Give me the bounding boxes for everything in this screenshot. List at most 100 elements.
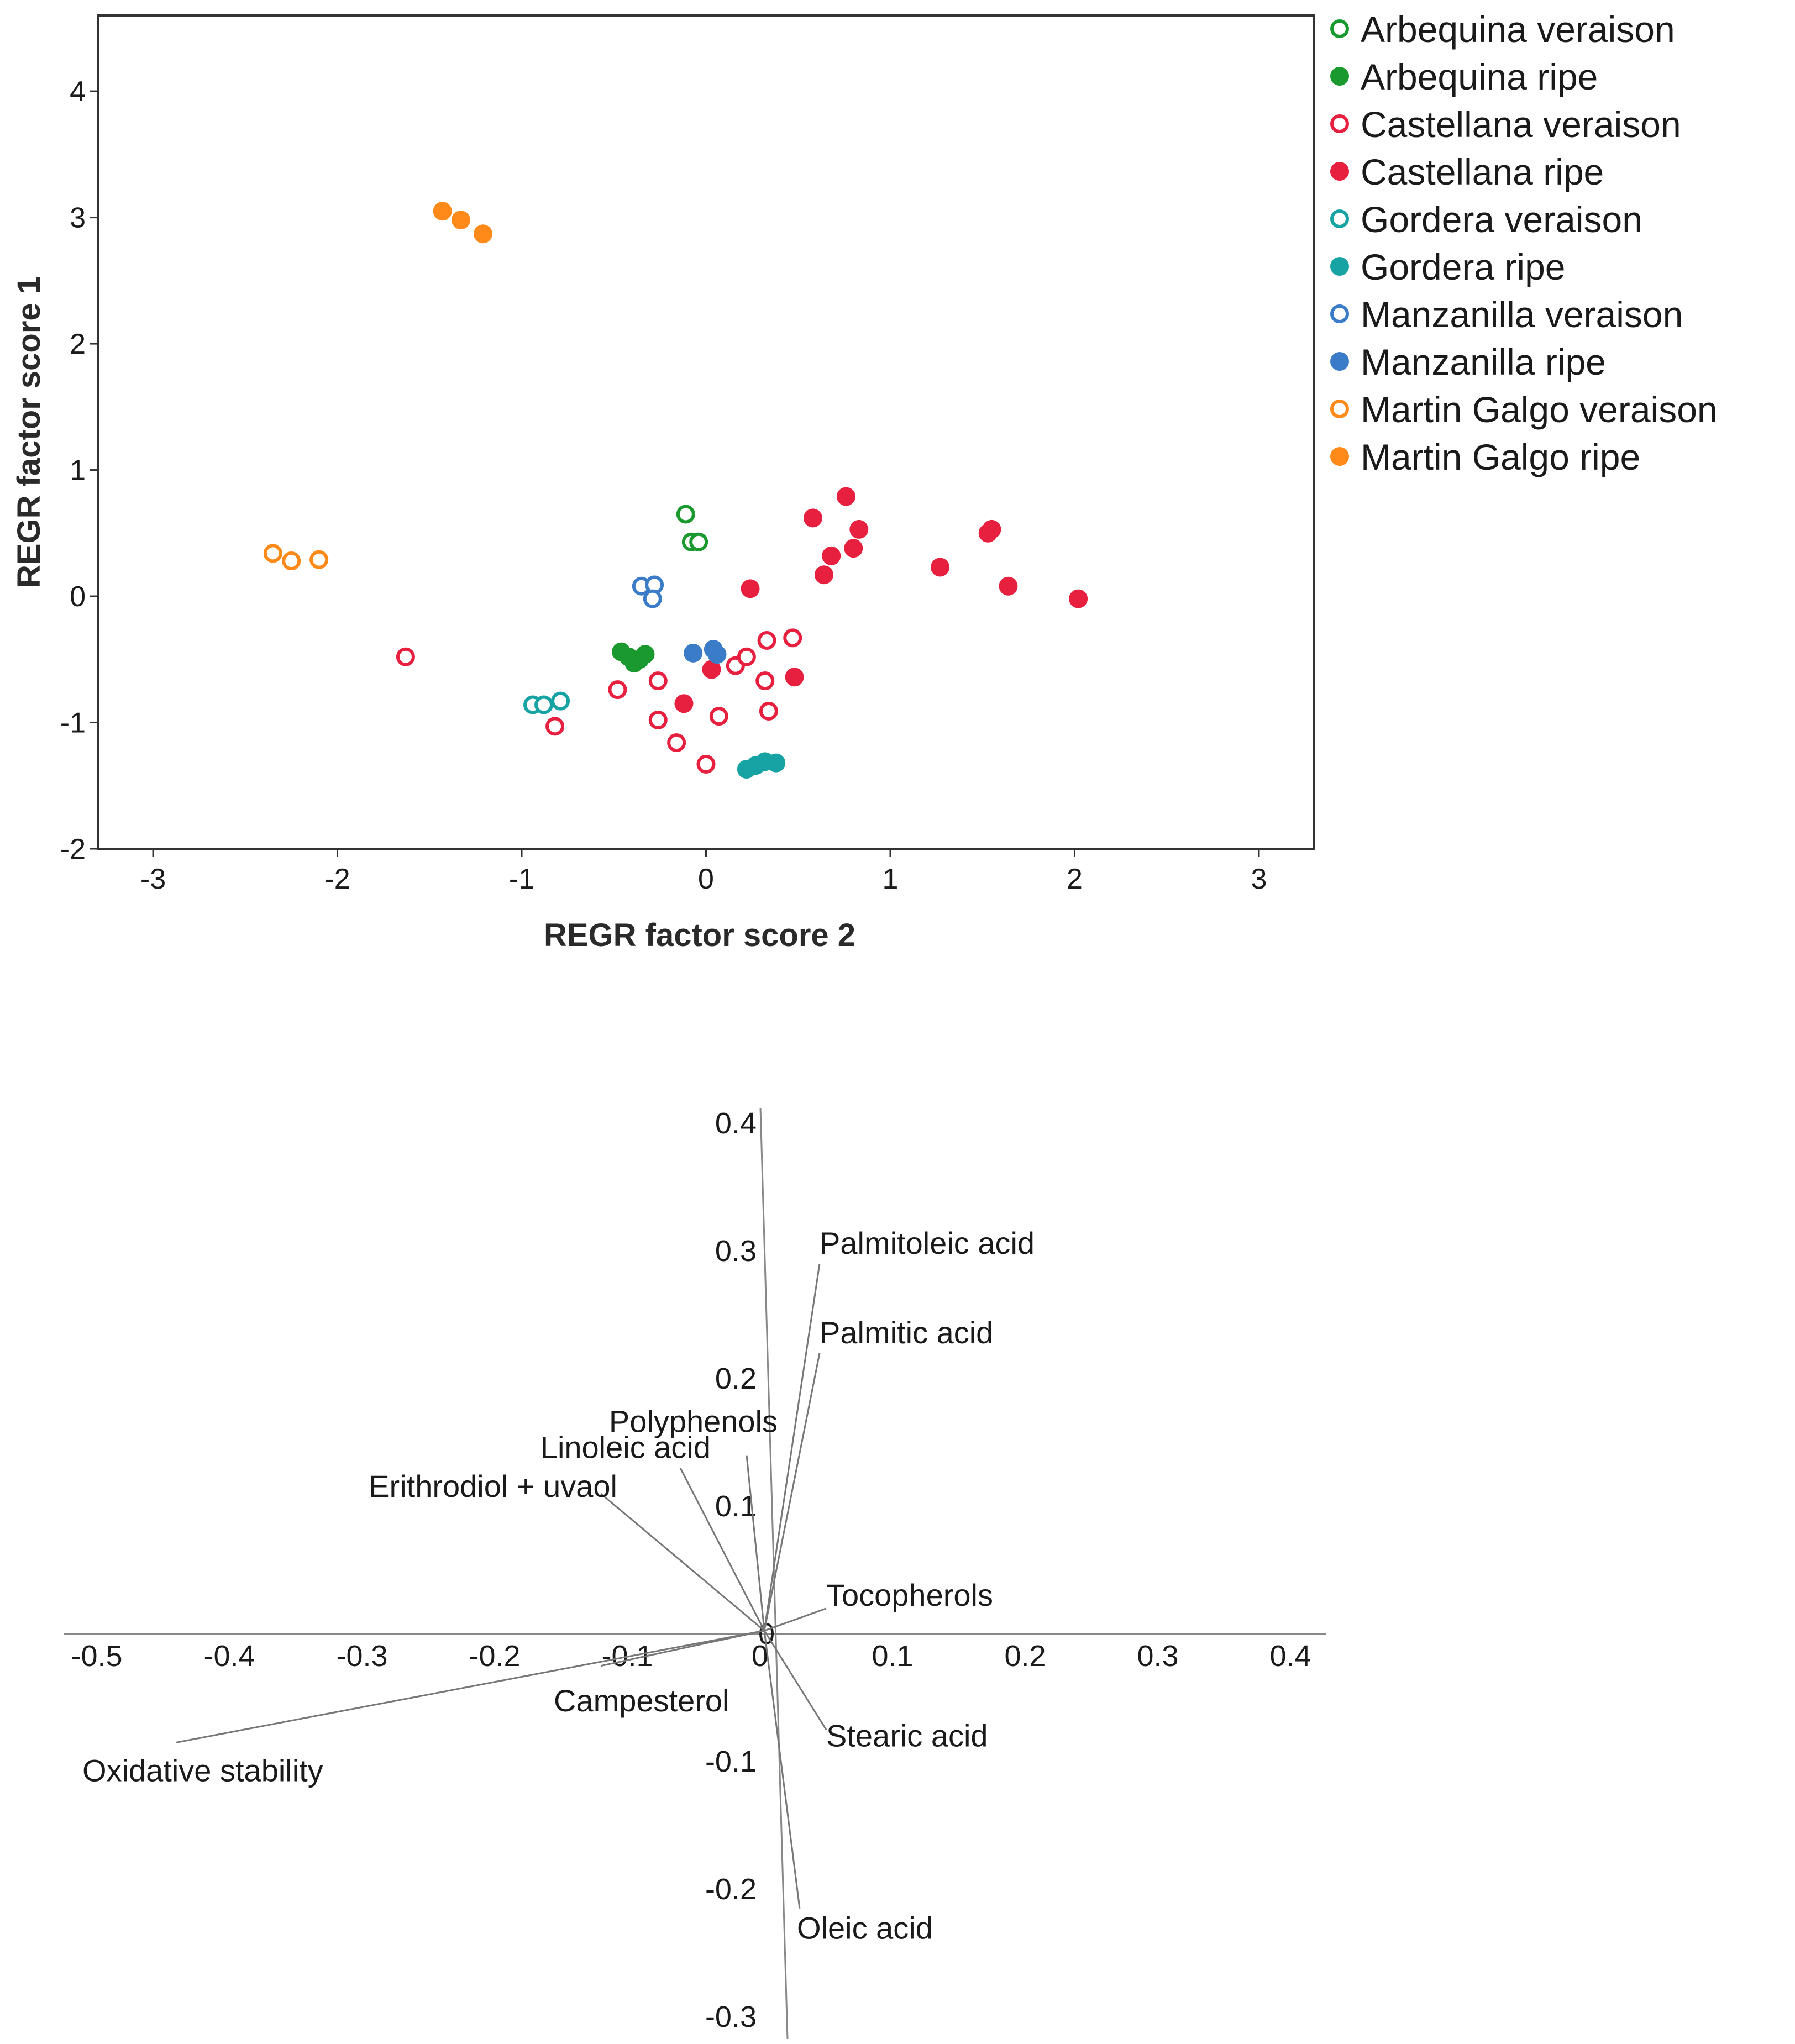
y-tick-label: 4	[70, 76, 86, 108]
point-castellana-veraison	[709, 707, 728, 726]
loading-axes	[64, 1107, 1326, 2040]
point-castellana-ripe	[931, 558, 950, 577]
legend-marker-arbequina-veraison	[1330, 19, 1349, 38]
loading-vector-linoleic-acid	[679, 1468, 765, 1631]
legend-marker-gordera-veraison	[1330, 209, 1349, 228]
point-castellana-veraison	[396, 647, 415, 666]
loading-x-tick-label: -0.5	[71, 1640, 122, 1673]
point-martin-galgo-veraison	[263, 544, 282, 563]
legend-label-castellana-ripe: Castellana ripe	[1361, 151, 1604, 192]
point-manzanilla-veraison	[643, 589, 662, 608]
loading-vector-palmitic-acid	[763, 1353, 821, 1631]
loading-x-tick-label: 0.2	[1004, 1640, 1046, 1673]
plot-frame	[97, 14, 1315, 850]
point-manzanilla-ripe	[707, 645, 727, 664]
loading-y-tick-label: 0.3	[715, 1234, 757, 1268]
y-tick-label: -2	[60, 833, 86, 865]
loading-x-tick-label: -0.2	[469, 1640, 520, 1673]
loading-vector-stearic-acid	[763, 1630, 827, 1731]
loading-label-polyphenols: Polyphenols	[609, 1404, 778, 1439]
loading-label-palmitic-acid: Palmitic acid	[820, 1315, 993, 1350]
y-tick-label: -1	[60, 707, 86, 739]
legend-label-arbequina-veraison: Arbequina veraison	[1361, 9, 1675, 50]
point-castellana-veraison	[696, 754, 716, 774]
legend-label-manzanilla-ripe: Manzanilla ripe	[1361, 341, 1606, 382]
point-manzanilla-ripe	[684, 643, 703, 663]
loading-y-tick-label: -0.3	[705, 2000, 757, 2034]
legend-marker-manzanilla-veraison	[1330, 304, 1349, 323]
loading-vector-erithrodiol-uvaol	[600, 1493, 765, 1632]
point-castellana-veraison	[648, 671, 668, 691]
loading-label-erithrodiol-uvaol: Erithrodiol + uvaol	[369, 1469, 617, 1504]
legend-label-arbequina-ripe: Arbequina ripe	[1361, 56, 1598, 97]
y-axis-ticks: -2 -1 0 1 2 3 4	[60, 76, 98, 865]
x-tick-label: -1	[509, 863, 534, 895]
loading-x-tick-label: -0.3	[336, 1640, 387, 1673]
point-martin-galgo-ripe	[451, 211, 470, 230]
point-martin-galgo-veraison	[309, 550, 329, 569]
point-gordera-veraison	[551, 691, 570, 711]
loading-label-tocopherols: Tocopherols	[826, 1578, 993, 1612]
loading-y-ticks: 0.4 0.3 0.2 0.1 -0.1 -0.2 -0.3	[705, 1107, 757, 2034]
legend-marker-castellana-veraison	[1330, 114, 1349, 133]
loading-vectors: Palmitoleic acid Palmitic acid Polyphenols…	[82, 1226, 1035, 1946]
point-castellana-veraison	[545, 717, 565, 736]
point-castellana-veraison	[755, 671, 775, 691]
legend-marker-manzanilla-ripe	[1330, 352, 1349, 371]
point-castellana-ripe	[814, 565, 833, 585]
score-plot: -3 -2 -1 0 1 2 3 -2 -1 0 1 2 3 4 REGR factor score 2…	[11, 9, 1718, 953]
y-axis-title: REGR factor score 1	[11, 276, 47, 588]
point-castellana-ripe	[1069, 589, 1088, 608]
point-gordera-veraison	[534, 695, 554, 714]
point-castellana-veraison	[783, 628, 802, 648]
point-martin-galgo-ripe	[473, 224, 492, 244]
point-castellana-ripe	[849, 519, 869, 539]
loading-y-tick-label: -0.1	[705, 1745, 757, 1778]
x-tick-label: 3	[1251, 863, 1267, 895]
x-tick-label: -2	[324, 863, 350, 895]
legend: Arbequina veraison Arbequina ripe Castella…	[1330, 9, 1718, 477]
loading-label-palmitoleic-acid: Palmitoleic acid	[820, 1226, 1035, 1260]
legend-marker-arbequina-ripe	[1330, 67, 1349, 86]
y-tick-label: 1	[70, 455, 86, 487]
point-castellana-ripe	[741, 579, 760, 598]
point-castellana-ripe	[822, 546, 841, 565]
x-tick-label: 1	[883, 863, 899, 895]
loading-y-tick-label: -0.2	[705, 1873, 757, 1906]
legend-marker-martin-galgo-veraison	[1330, 400, 1349, 418]
loading-y-axis	[759, 1107, 789, 2040]
y-tick-label: 2	[70, 328, 86, 360]
point-castellana-veraison	[757, 631, 776, 650]
loading-label-linoleic-acid: Linoleic acid	[540, 1430, 711, 1465]
legend-label-gordera-veraison: Gordera veraison	[1361, 199, 1642, 240]
legend-marker-castellana-ripe	[1330, 162, 1349, 181]
loading-x-tick-label: 0.3	[1137, 1640, 1178, 1673]
x-axis-ticks: -3 -2 -1 0 1 2 3	[140, 849, 1267, 895]
loading-vector-tocopherols	[764, 1607, 827, 1632]
loading-label-campesterol: Campesterol	[554, 1683, 729, 1718]
loading-x-tick-label: 0.4	[1269, 1640, 1311, 1673]
score-points	[263, 202, 1088, 779]
x-tick-label: 0	[698, 863, 714, 895]
point-arbequina-veraison	[689, 532, 708, 551]
legend-marker-martin-galgo-ripe	[1330, 447, 1349, 466]
point-castellana-ripe	[674, 694, 694, 713]
point-castellana-ripe	[785, 668, 804, 687]
x-tick-label: 2	[1067, 863, 1083, 895]
point-castellana-ripe	[999, 576, 1018, 596]
point-martin-galgo-veraison	[282, 551, 301, 571]
loading-y-tick-label: 0.2	[715, 1362, 757, 1395]
point-gordera-ripe	[767, 753, 786, 773]
point-castellana-veraison	[759, 701, 778, 721]
loading-vector-oleic-acid	[763, 1630, 801, 1909]
point-castellana-ripe	[803, 508, 822, 528]
loading-y-tick-label: 0.4	[715, 1107, 757, 1140]
point-castellana-veraison	[608, 680, 627, 700]
loading-vector-palmitoleic-acid	[763, 1263, 821, 1631]
x-axis-title: REGR factor score 2	[544, 917, 855, 953]
point-martin-galgo-ripe	[433, 202, 452, 221]
point-arbequina-ripe	[636, 645, 655, 664]
x-tick-label: -3	[140, 863, 166, 895]
loading-x-tick-label: 0.1	[872, 1640, 913, 1673]
